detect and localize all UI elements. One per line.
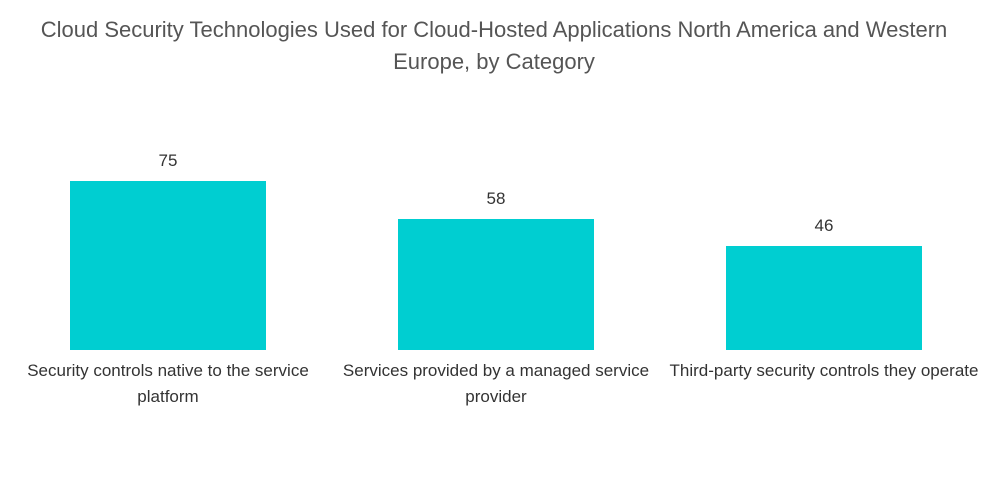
chart-title: Cloud Security Technologies Used for Clo…	[40, 17, 948, 74]
value-label: 58	[486, 189, 506, 209]
x-tick-label: Third-party security controls they opera…	[669, 361, 979, 380]
bar	[398, 219, 594, 350]
x-tick-label: Security controls native to the service …	[27, 361, 309, 406]
bar	[70, 181, 266, 350]
x-tick-label: Services provided by a managed service p…	[342, 361, 650, 406]
value-label: 46	[814, 216, 834, 236]
bar	[726, 246, 922, 350]
value-label: 75	[158, 151, 178, 170]
